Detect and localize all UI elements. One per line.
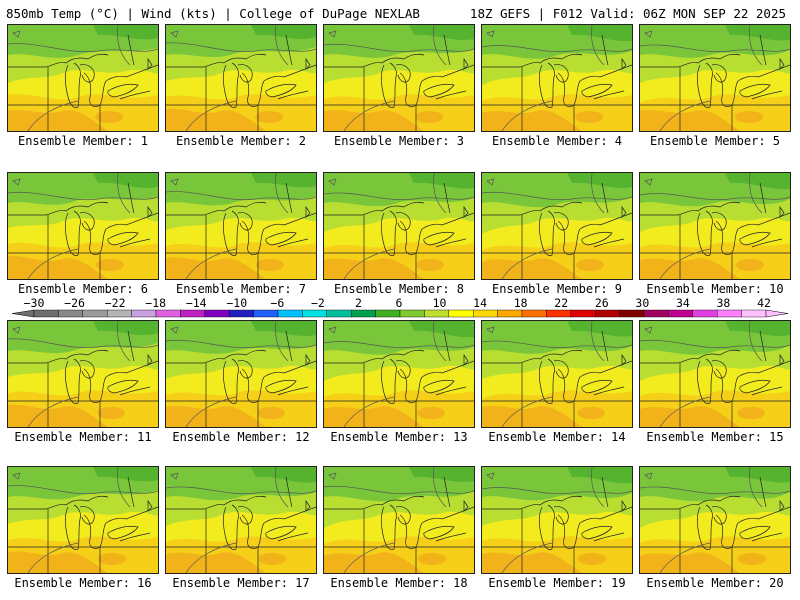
ensemble-member-map: [165, 172, 317, 280]
ensemble-member-label: Ensemble Member: 13: [330, 430, 468, 444]
ensemble-member-map: [481, 466, 633, 574]
colorbar-tick-label: 22: [554, 296, 569, 310]
ensemble-member-map: [7, 466, 159, 574]
ensemble-member-map: [165, 466, 317, 574]
ensemble-member-label: Ensemble Member: 4: [491, 134, 623, 148]
colorbar-segment: [326, 309, 352, 318]
colorbar-segment: [424, 309, 449, 318]
ensemble-member-label: Ensemble Member: 20: [646, 576, 784, 590]
ensemble-member-label: Ensemble Member: 7: [175, 282, 307, 296]
colorbar-tick-label: 30: [635, 296, 650, 310]
colorbar-tick-label: 26: [594, 296, 609, 310]
ensemble-member-label: Ensemble Member: 19: [488, 576, 626, 590]
colorbar-low-arrow: [11, 309, 35, 318]
ensemble-member-label: Ensemble Member: 3: [333, 134, 465, 148]
ensemble-member-map: [323, 466, 475, 574]
colorbar-tick-label: 6: [395, 296, 403, 310]
ensemble-member-label: Ensemble Member: 17: [172, 576, 310, 590]
map-title: 850mb Temp (°C) | Wind (kts) | College o…: [6, 6, 420, 21]
ensemble-member-label: Ensemble Member: 18: [330, 576, 468, 590]
colorbar-segment: [277, 309, 303, 318]
ensemble-member-label: Ensemble Member: 16: [14, 576, 152, 590]
colorbar-segment: [253, 309, 279, 318]
ensemble-member-map: [639, 24, 791, 132]
ensemble-member-map: [7, 172, 159, 280]
colorbar-tick-label: −26: [64, 296, 85, 310]
colorbar-segment: [643, 309, 669, 318]
colorbar-segment: [351, 309, 376, 318]
colorbar-segment: [58, 309, 84, 318]
colorbar-segment: [595, 309, 620, 318]
colorbar-tick-label: −6: [270, 296, 285, 310]
colorbar-segment: [302, 309, 327, 318]
colorbar-segment: [82, 309, 108, 318]
colorbar-segment: [448, 309, 474, 318]
colorbar-tick-label: 2: [354, 296, 362, 310]
colorbar-segment: [546, 309, 572, 318]
ensemble-member-map: [481, 320, 633, 428]
ensemble-member-label: Ensemble Member: 6: [17, 282, 149, 296]
colorbar-segment: [692, 309, 718, 318]
colorbar-segment: [180, 309, 205, 318]
ensemble-member-map: [323, 24, 475, 132]
colorbar-segment: [228, 309, 254, 318]
ensemble-member-map: [165, 320, 317, 428]
colorbar-segment: [106, 309, 132, 318]
ensemble-member-map: [323, 320, 475, 428]
colorbar-tick-label: −18: [145, 296, 167, 310]
ensemble-member-map: [7, 320, 159, 428]
colorbar-tick-label: 42: [757, 296, 771, 310]
ensemble-member-map: [639, 466, 791, 574]
colorbar-tick-label: 38: [716, 296, 731, 310]
colorbar-segment: [473, 309, 498, 318]
colorbar-segment: [619, 309, 645, 318]
ensemble-member-map: [165, 24, 317, 132]
colorbar-segment: [131, 309, 157, 318]
ensemble-member-label: Ensemble Member: 2: [175, 134, 307, 148]
colorbar-segment: [570, 309, 596, 318]
colorbar-segment: [399, 309, 425, 318]
colorbar-segment: [375, 309, 401, 318]
ensemble-member-label: Ensemble Member: 11: [14, 430, 152, 444]
colorbar-tick-label: −10: [226, 296, 248, 310]
colorbar-segment: [155, 309, 181, 318]
colorbar-segment: [33, 309, 59, 318]
ensemble-member-map: [7, 24, 159, 132]
colorbar-segment: [717, 309, 742, 318]
colorbar-tick-label: −30: [23, 296, 45, 310]
ensemble-member-label: Ensemble Member: 9: [491, 282, 623, 296]
temperature-colorbar: [11, 309, 789, 318]
colorbar-segment: [741, 309, 767, 318]
ensemble-member-label: Ensemble Member: 14: [488, 430, 626, 444]
ensemble-member-label: Ensemble Member: 12: [172, 430, 310, 444]
ensemble-member-label: Ensemble Member: 5: [649, 134, 781, 148]
colorbar-tick-label: 14: [473, 296, 488, 310]
colorbar-tick-label: −14: [185, 296, 207, 310]
ensemble-member-label: Ensemble Member: 10: [646, 282, 784, 296]
ensemble-member-map: [481, 24, 633, 132]
valid-time: 18Z GEFS | F012 Valid: 06Z MON SEP 22 20…: [469, 6, 786, 21]
colorbar-high-arrow: [765, 309, 789, 318]
ensemble-member-label: Ensemble Member: 8: [333, 282, 465, 296]
colorbar-segment: [668, 309, 694, 318]
colorbar-segment: [497, 309, 523, 318]
ensemble-member-map: [481, 172, 633, 280]
ensemble-member-label: Ensemble Member: 15: [646, 430, 784, 444]
colorbar-tick-label: 10: [432, 296, 447, 310]
colorbar-tick-label: −22: [104, 296, 126, 310]
colorbar-segment: [521, 309, 547, 318]
colorbar-segment: [204, 309, 230, 318]
colorbar-tick-label: 18: [513, 296, 528, 310]
ensemble-member-map: [323, 172, 475, 280]
ensemble-member-map: [639, 320, 791, 428]
colorbar-tick-label: 34: [675, 296, 690, 310]
ensemble-member-map: [639, 172, 791, 280]
ensemble-member-label: Ensemble Member: 1: [17, 134, 149, 148]
colorbar-tick-label: −2: [310, 296, 325, 310]
